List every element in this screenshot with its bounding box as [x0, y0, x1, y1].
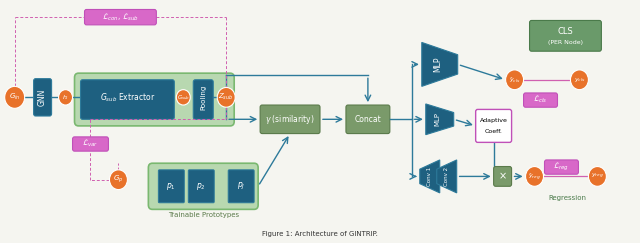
Text: Pooling: Pooling [200, 85, 206, 110]
Text: $\gamma$ (similarity): $\gamma$ (similarity) [266, 113, 315, 126]
Text: Regression: Regression [548, 195, 586, 201]
FancyBboxPatch shape [74, 73, 234, 126]
Text: $y_{reg}$: $y_{reg}$ [591, 172, 604, 181]
Text: $\hat{y}_{reg}$: $\hat{y}_{reg}$ [528, 171, 541, 182]
FancyBboxPatch shape [158, 170, 184, 203]
Text: $Z_{sub}$: $Z_{sub}$ [218, 92, 234, 103]
Text: CLS: CLS [557, 27, 573, 36]
Text: Adaptive: Adaptive [480, 118, 508, 123]
Text: Trainable Prototypes: Trainable Prototypes [168, 212, 239, 218]
FancyBboxPatch shape [84, 9, 156, 25]
Text: $\mathcal{L}_{reg}$: $\mathcal{L}_{reg}$ [554, 160, 570, 173]
FancyBboxPatch shape [193, 80, 213, 119]
Text: $p_2$: $p_2$ [196, 181, 206, 192]
FancyBboxPatch shape [493, 166, 511, 186]
Text: Conv 1: Conv 1 [428, 167, 432, 186]
Text: $\mathcal{L}_{cls}$: $\mathcal{L}_{cls}$ [533, 94, 548, 105]
Text: $\mathcal{L}_{var}$: $\mathcal{L}_{var}$ [83, 138, 99, 149]
Text: $p_1$: $p_1$ [166, 181, 176, 192]
Text: Figure 1: Architecture of GINTRIP.: Figure 1: Architecture of GINTRIP. [262, 231, 378, 236]
Text: $G_{in}$: $G_{in}$ [9, 92, 20, 103]
Text: $y_{cls}$: $y_{cls}$ [573, 76, 585, 84]
FancyBboxPatch shape [228, 170, 254, 203]
Text: $\hat{y}_{cls}$: $\hat{y}_{cls}$ [509, 75, 520, 85]
Circle shape [506, 70, 524, 90]
Circle shape [109, 170, 127, 190]
FancyBboxPatch shape [524, 93, 557, 107]
Text: MLP: MLP [435, 112, 441, 126]
Polygon shape [422, 43, 458, 86]
Circle shape [59, 90, 72, 105]
Text: $\times$: $\times$ [498, 171, 507, 182]
Text: $G_p$: $G_p$ [113, 174, 124, 185]
Circle shape [4, 86, 25, 108]
Circle shape [176, 90, 190, 105]
FancyBboxPatch shape [81, 80, 174, 119]
FancyBboxPatch shape [188, 170, 214, 203]
Text: MLP: MLP [433, 57, 442, 72]
FancyBboxPatch shape [72, 137, 108, 151]
FancyBboxPatch shape [34, 79, 52, 116]
Polygon shape [420, 160, 440, 193]
Polygon shape [426, 104, 454, 135]
Circle shape [588, 166, 606, 186]
Text: $G_{sub}$: $G_{sub}$ [177, 93, 190, 102]
Text: $p_J$: $p_J$ [237, 181, 245, 192]
Text: GNN: GNN [38, 89, 47, 106]
Text: Coeff.: Coeff. [484, 129, 502, 134]
Circle shape [525, 166, 543, 186]
FancyBboxPatch shape [476, 109, 511, 142]
FancyBboxPatch shape [260, 105, 320, 134]
Text: $G_{sub}$ Extractor: $G_{sub}$ Extractor [100, 91, 155, 104]
FancyBboxPatch shape [346, 105, 390, 134]
Text: Conv 2: Conv 2 [444, 167, 449, 186]
Text: $h_i$: $h_i$ [62, 93, 69, 102]
Circle shape [570, 70, 588, 90]
Polygon shape [436, 160, 457, 193]
Text: Concat: Concat [355, 115, 381, 124]
Text: (PER Node): (PER Node) [548, 40, 583, 45]
FancyBboxPatch shape [529, 20, 602, 51]
Circle shape [217, 87, 235, 107]
Text: $\mathcal{L}_{con}$, $\mathcal{L}_{sub}$: $\mathcal{L}_{con}$, $\mathcal{L}_{sub}$ [102, 11, 139, 23]
FancyBboxPatch shape [545, 160, 579, 174]
FancyBboxPatch shape [148, 163, 258, 209]
